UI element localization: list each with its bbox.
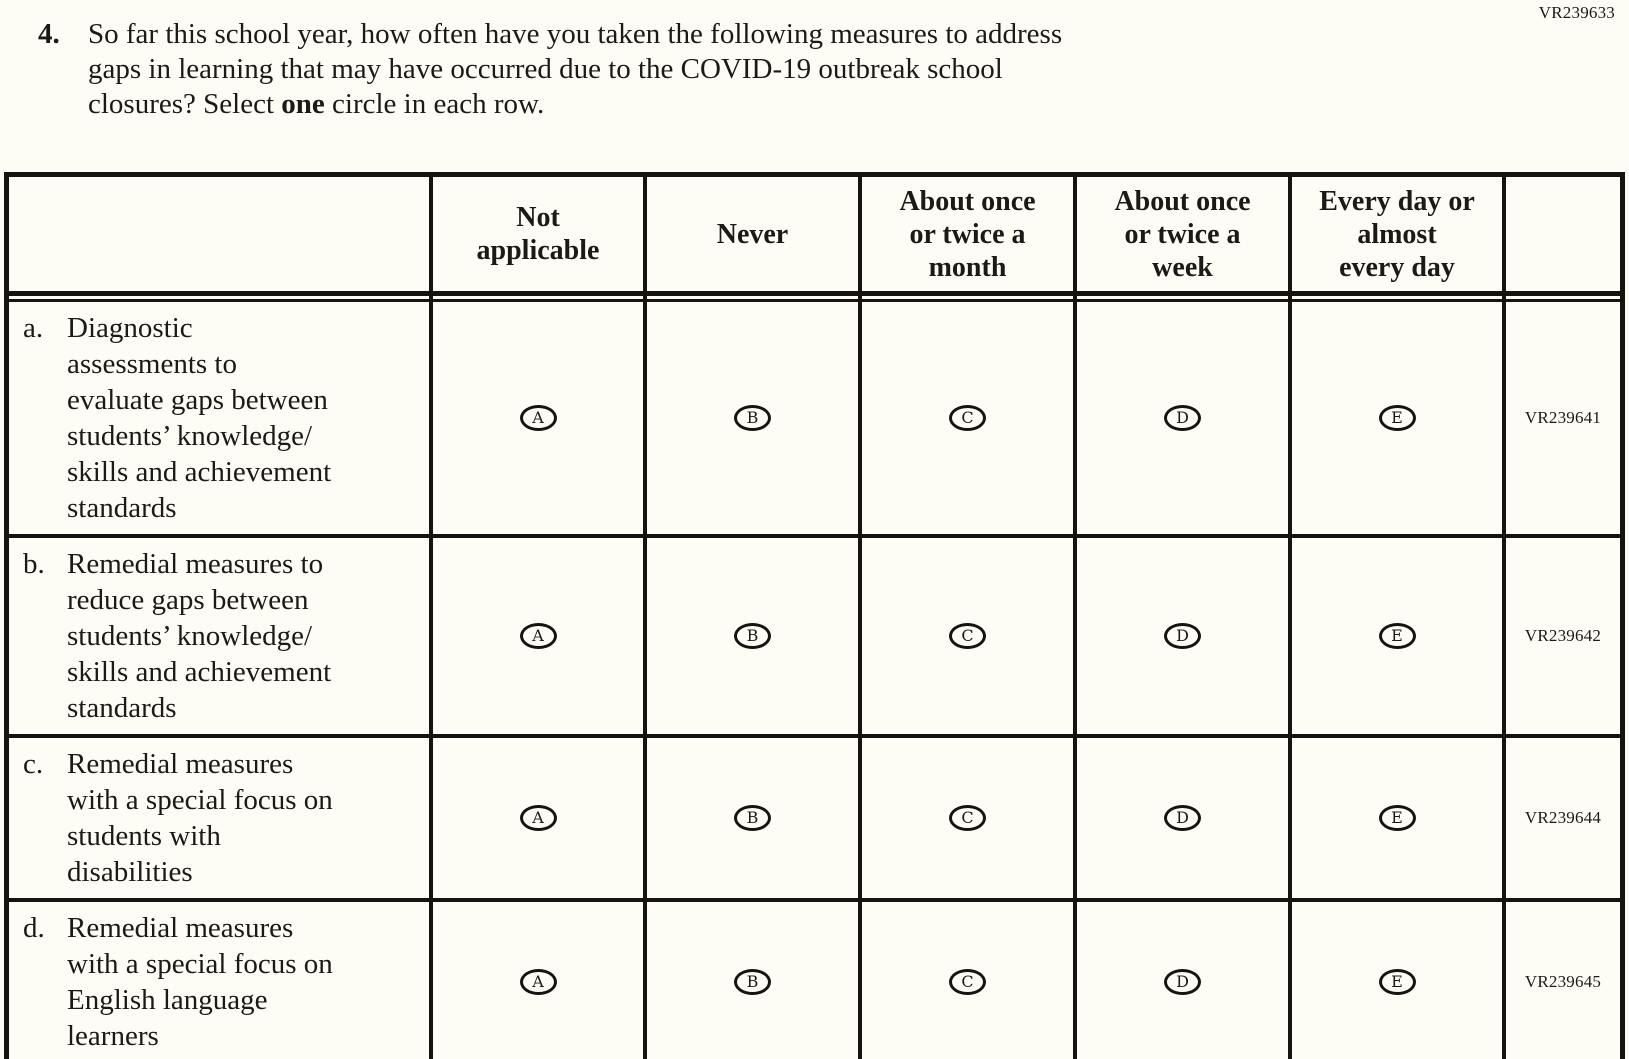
row-a-option-bubble-E[interactable]: E [1378,405,1416,431]
row-d-option-bubble-D[interactable]: D [1164,969,1201,995]
header-every-day: Every day or almost every day [1292,177,1506,296]
row-d-label: d. Remedial measures with a special focu… [9,902,433,1059]
table-header-row: Not applicable Never About once or twice… [9,177,1620,296]
header-once-twice-month: About once or twice a month [862,177,1077,296]
row-c-letter: c. [23,748,44,780]
question-4: 4. So far this school year, how often ha… [0,0,1629,122]
table-row-d: d. Remedial measures with a special focu… [9,902,1620,1059]
row-c-text: Remedial measures with a special focus o… [67,748,333,888]
row-b-option-bubble-E[interactable]: E [1378,623,1416,649]
row-c-option-bubble-D[interactable]: D [1164,805,1201,831]
row-b-option-bubble-C[interactable]: C [949,623,986,649]
row-c-option-bubble-B[interactable]: B [734,805,771,831]
row-b-label: b. Remedial measures to reduce gaps betw… [9,538,433,738]
row-a-label: a. Diagnostic assessments to evaluate ga… [9,302,433,538]
response-matrix-table: Not applicable Never About once or twice… [4,172,1625,1059]
row-c-option-bubble-C[interactable]: C [949,805,986,831]
row-d-option-bubble-B[interactable]: B [734,969,771,995]
row-b-vr-code: VR239642 [1506,538,1620,738]
row-b-option-bubble-D[interactable]: D [1164,623,1201,649]
row-d-text: Remedial measures with a special focus o… [67,912,333,1052]
row-c-option-bubble-E[interactable]: E [1378,805,1416,831]
row-d-option-bubble-A[interactable]: A [519,969,557,995]
question-line-3-bold: one [281,88,325,120]
row-a-text: Diagnostic assessments to evaluate gaps … [67,312,332,524]
row-b-option-bubble-A[interactable]: A [519,623,557,649]
header-double-rule [9,296,1620,302]
row-d-option-bubble-E[interactable]: E [1378,969,1416,995]
row-b-letter: b. [23,548,45,580]
question-line-2: gaps in learning that may have occurred … [88,53,1003,85]
header-code-cell [1506,177,1620,296]
row-a-option-bubble-D[interactable]: D [1164,405,1201,431]
row-c-option-bubble-A[interactable]: A [519,805,557,831]
table-row-b: b. Remedial measures to reduce gaps betw… [9,538,1620,738]
question-line-3-suffix: circle in each row. [324,88,545,120]
table-row-a: a. Diagnostic assessments to evaluate ga… [9,302,1620,538]
form-code: VR239633 [1538,3,1615,22]
row-d-letter: d. [23,912,45,944]
table-row-c: c. Remedial measures with a special focu… [9,738,1620,902]
question-number: 4. [38,18,60,50]
question-line-3-prefix: closures? Select [88,88,282,120]
row-a-option-bubble-A[interactable]: A [519,405,557,431]
row-a-option-bubble-C[interactable]: C [949,405,986,431]
header-once-twice-week: About once or twice a week [1077,177,1292,296]
row-d-option-bubble-C[interactable]: C [949,969,986,995]
row-a-vr-code: VR239641 [1506,302,1620,538]
row-a-option-bubble-B[interactable]: B [734,405,771,431]
row-c-label: c. Remedial measures with a special focu… [9,738,433,902]
row-b-text: Remedial measures to reduce gaps between… [67,548,332,724]
header-stub-cell [9,177,433,296]
row-d-vr-code: VR239645 [1524,972,1602,991]
question-text: So far this school year, how often have … [88,17,1062,122]
question-line-1: So far this school year, how often have … [88,18,1063,50]
header-never: Never [647,177,862,296]
row-c-vr-code: VR239644 [1506,738,1620,902]
header-not-applicable: Not applicable [433,177,647,296]
row-a-letter: a. [23,312,44,344]
row-b-option-bubble-B[interactable]: B [734,623,771,649]
